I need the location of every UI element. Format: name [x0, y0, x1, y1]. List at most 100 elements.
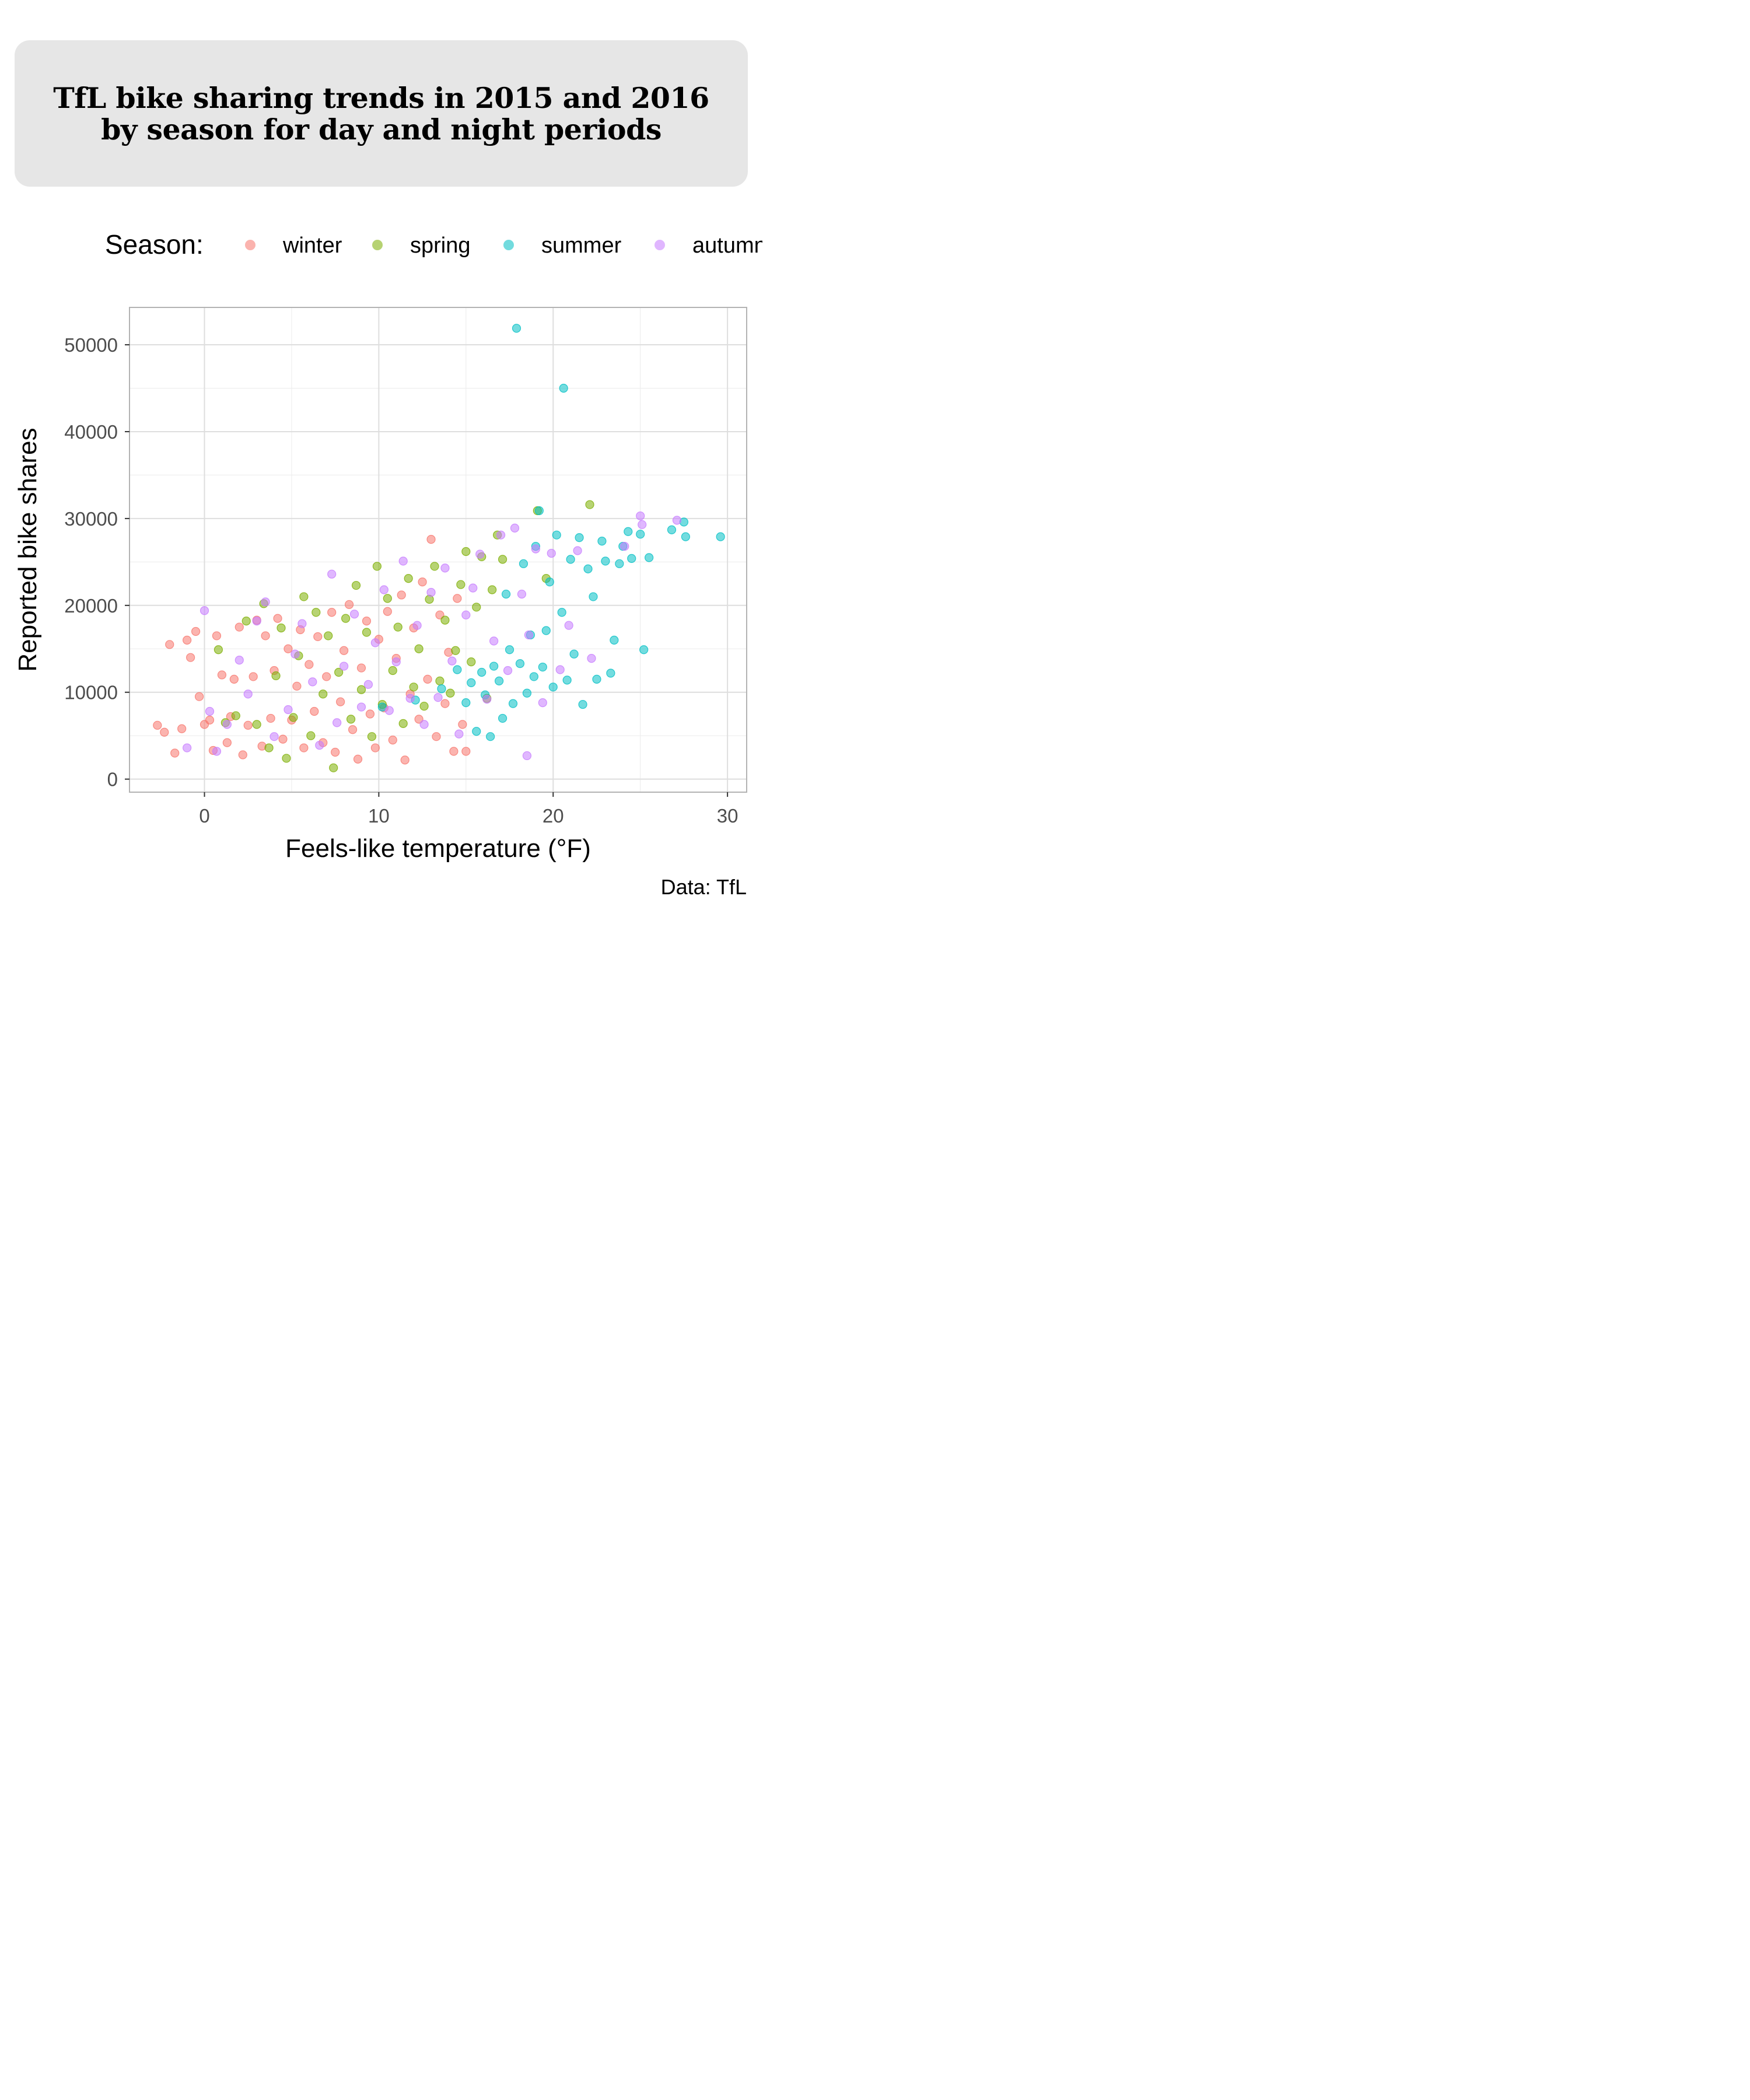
point-summer	[559, 383, 568, 393]
point-autumn	[503, 666, 513, 676]
y-tick-label: 0	[107, 769, 118, 790]
point-summer	[508, 699, 518, 708]
legend-label-winter: winter	[283, 233, 342, 258]
caption: Data: TfL	[660, 875, 747, 899]
point-summer	[548, 682, 558, 692]
point-summer	[639, 645, 649, 654]
point-summer	[505, 645, 514, 654]
point-spring	[461, 547, 471, 556]
point-winter	[191, 626, 201, 636]
point-autumn	[200, 606, 209, 615]
point-autumn	[252, 617, 261, 626]
point-autumn	[489, 636, 499, 646]
point-summer	[538, 662, 547, 672]
point-summer	[515, 659, 525, 668]
point-winter	[194, 692, 204, 701]
point-autumn	[461, 610, 471, 620]
point-winter	[388, 736, 397, 745]
point-winter	[229, 674, 239, 684]
point-autumn	[270, 732, 279, 741]
point-winter	[362, 617, 372, 626]
point-spring	[409, 682, 418, 692]
legend-swatch-spring	[372, 240, 383, 250]
point-autumn	[538, 698, 547, 708]
point-autumn	[524, 630, 534, 640]
y-tick-label: 50000	[64, 334, 118, 356]
point-spring	[372, 562, 382, 571]
legend-label-summer: summer	[541, 233, 622, 258]
point-winter	[183, 635, 192, 645]
point-summer	[645, 553, 654, 562]
point-autumn	[340, 662, 349, 671]
point-summer	[575, 533, 584, 542]
point-spring	[472, 603, 481, 612]
point-winter	[235, 622, 244, 632]
point-spring	[398, 719, 408, 728]
point-spring	[393, 622, 402, 632]
point-autumn	[412, 621, 422, 630]
point-winter	[344, 600, 354, 609]
point-spring	[242, 617, 251, 626]
point-spring	[214, 645, 223, 654]
chart-title: TfL bike sharing trends in 2015 and 2016…	[53, 80, 709, 146]
point-winter	[340, 646, 349, 655]
point-spring	[356, 685, 366, 694]
point-summer	[610, 635, 619, 645]
point-spring	[456, 580, 466, 589]
point-spring	[329, 763, 338, 772]
x-axis-label: Feels-like temperature (°F)	[285, 834, 591, 863]
point-summer	[377, 702, 387, 712]
point-summer	[501, 589, 511, 599]
x-tick-label: 30	[717, 805, 738, 827]
point-summer	[583, 564, 593, 573]
point-spring	[451, 646, 460, 655]
point-autumn	[419, 720, 429, 729]
point-winter	[461, 747, 471, 756]
point-autumn	[447, 656, 457, 666]
point-summer	[562, 676, 572, 685]
legend-swatch-summer	[503, 240, 514, 250]
point-winter	[458, 720, 467, 729]
point-spring	[435, 676, 444, 685]
point-summer	[486, 732, 495, 741]
point-spring	[367, 732, 377, 741]
y-tick-label: 40000	[64, 421, 118, 443]
point-spring	[585, 500, 594, 509]
point-summer	[541, 626, 551, 635]
point-summer	[624, 527, 633, 536]
point-summer	[519, 559, 528, 568]
point-winter	[432, 732, 441, 741]
point-winter	[278, 734, 288, 744]
point-spring	[498, 555, 508, 564]
point-autumn	[564, 621, 573, 630]
point-summer	[681, 532, 690, 541]
point-summer	[461, 698, 471, 708]
point-winter	[418, 578, 427, 587]
y-tick-label: 20000	[64, 595, 118, 617]
point-winter	[353, 754, 363, 764]
point-winter	[266, 713, 275, 723]
point-spring	[430, 562, 439, 571]
point-winter	[414, 715, 424, 724]
point-winter	[370, 743, 380, 752]
point-summer	[566, 555, 575, 564]
legend-label-spring: spring	[410, 233, 471, 258]
point-spring	[446, 688, 455, 698]
point-autumn	[531, 544, 540, 554]
point-autumn	[332, 718, 342, 727]
point-spring	[419, 701, 429, 711]
point-spring	[467, 657, 476, 667]
point-spring	[341, 614, 351, 623]
point-spring	[362, 628, 372, 637]
point-autumn	[547, 548, 556, 558]
point-autumn	[672, 516, 682, 525]
point-summer	[615, 559, 624, 568]
point-winter	[304, 660, 314, 669]
point-summer	[636, 530, 645, 539]
point-winter	[249, 672, 258, 681]
point-autumn	[496, 530, 506, 540]
point-summer	[534, 506, 544, 516]
point-autumn	[638, 520, 647, 529]
point-winter	[177, 724, 187, 733]
point-spring	[312, 608, 321, 617]
